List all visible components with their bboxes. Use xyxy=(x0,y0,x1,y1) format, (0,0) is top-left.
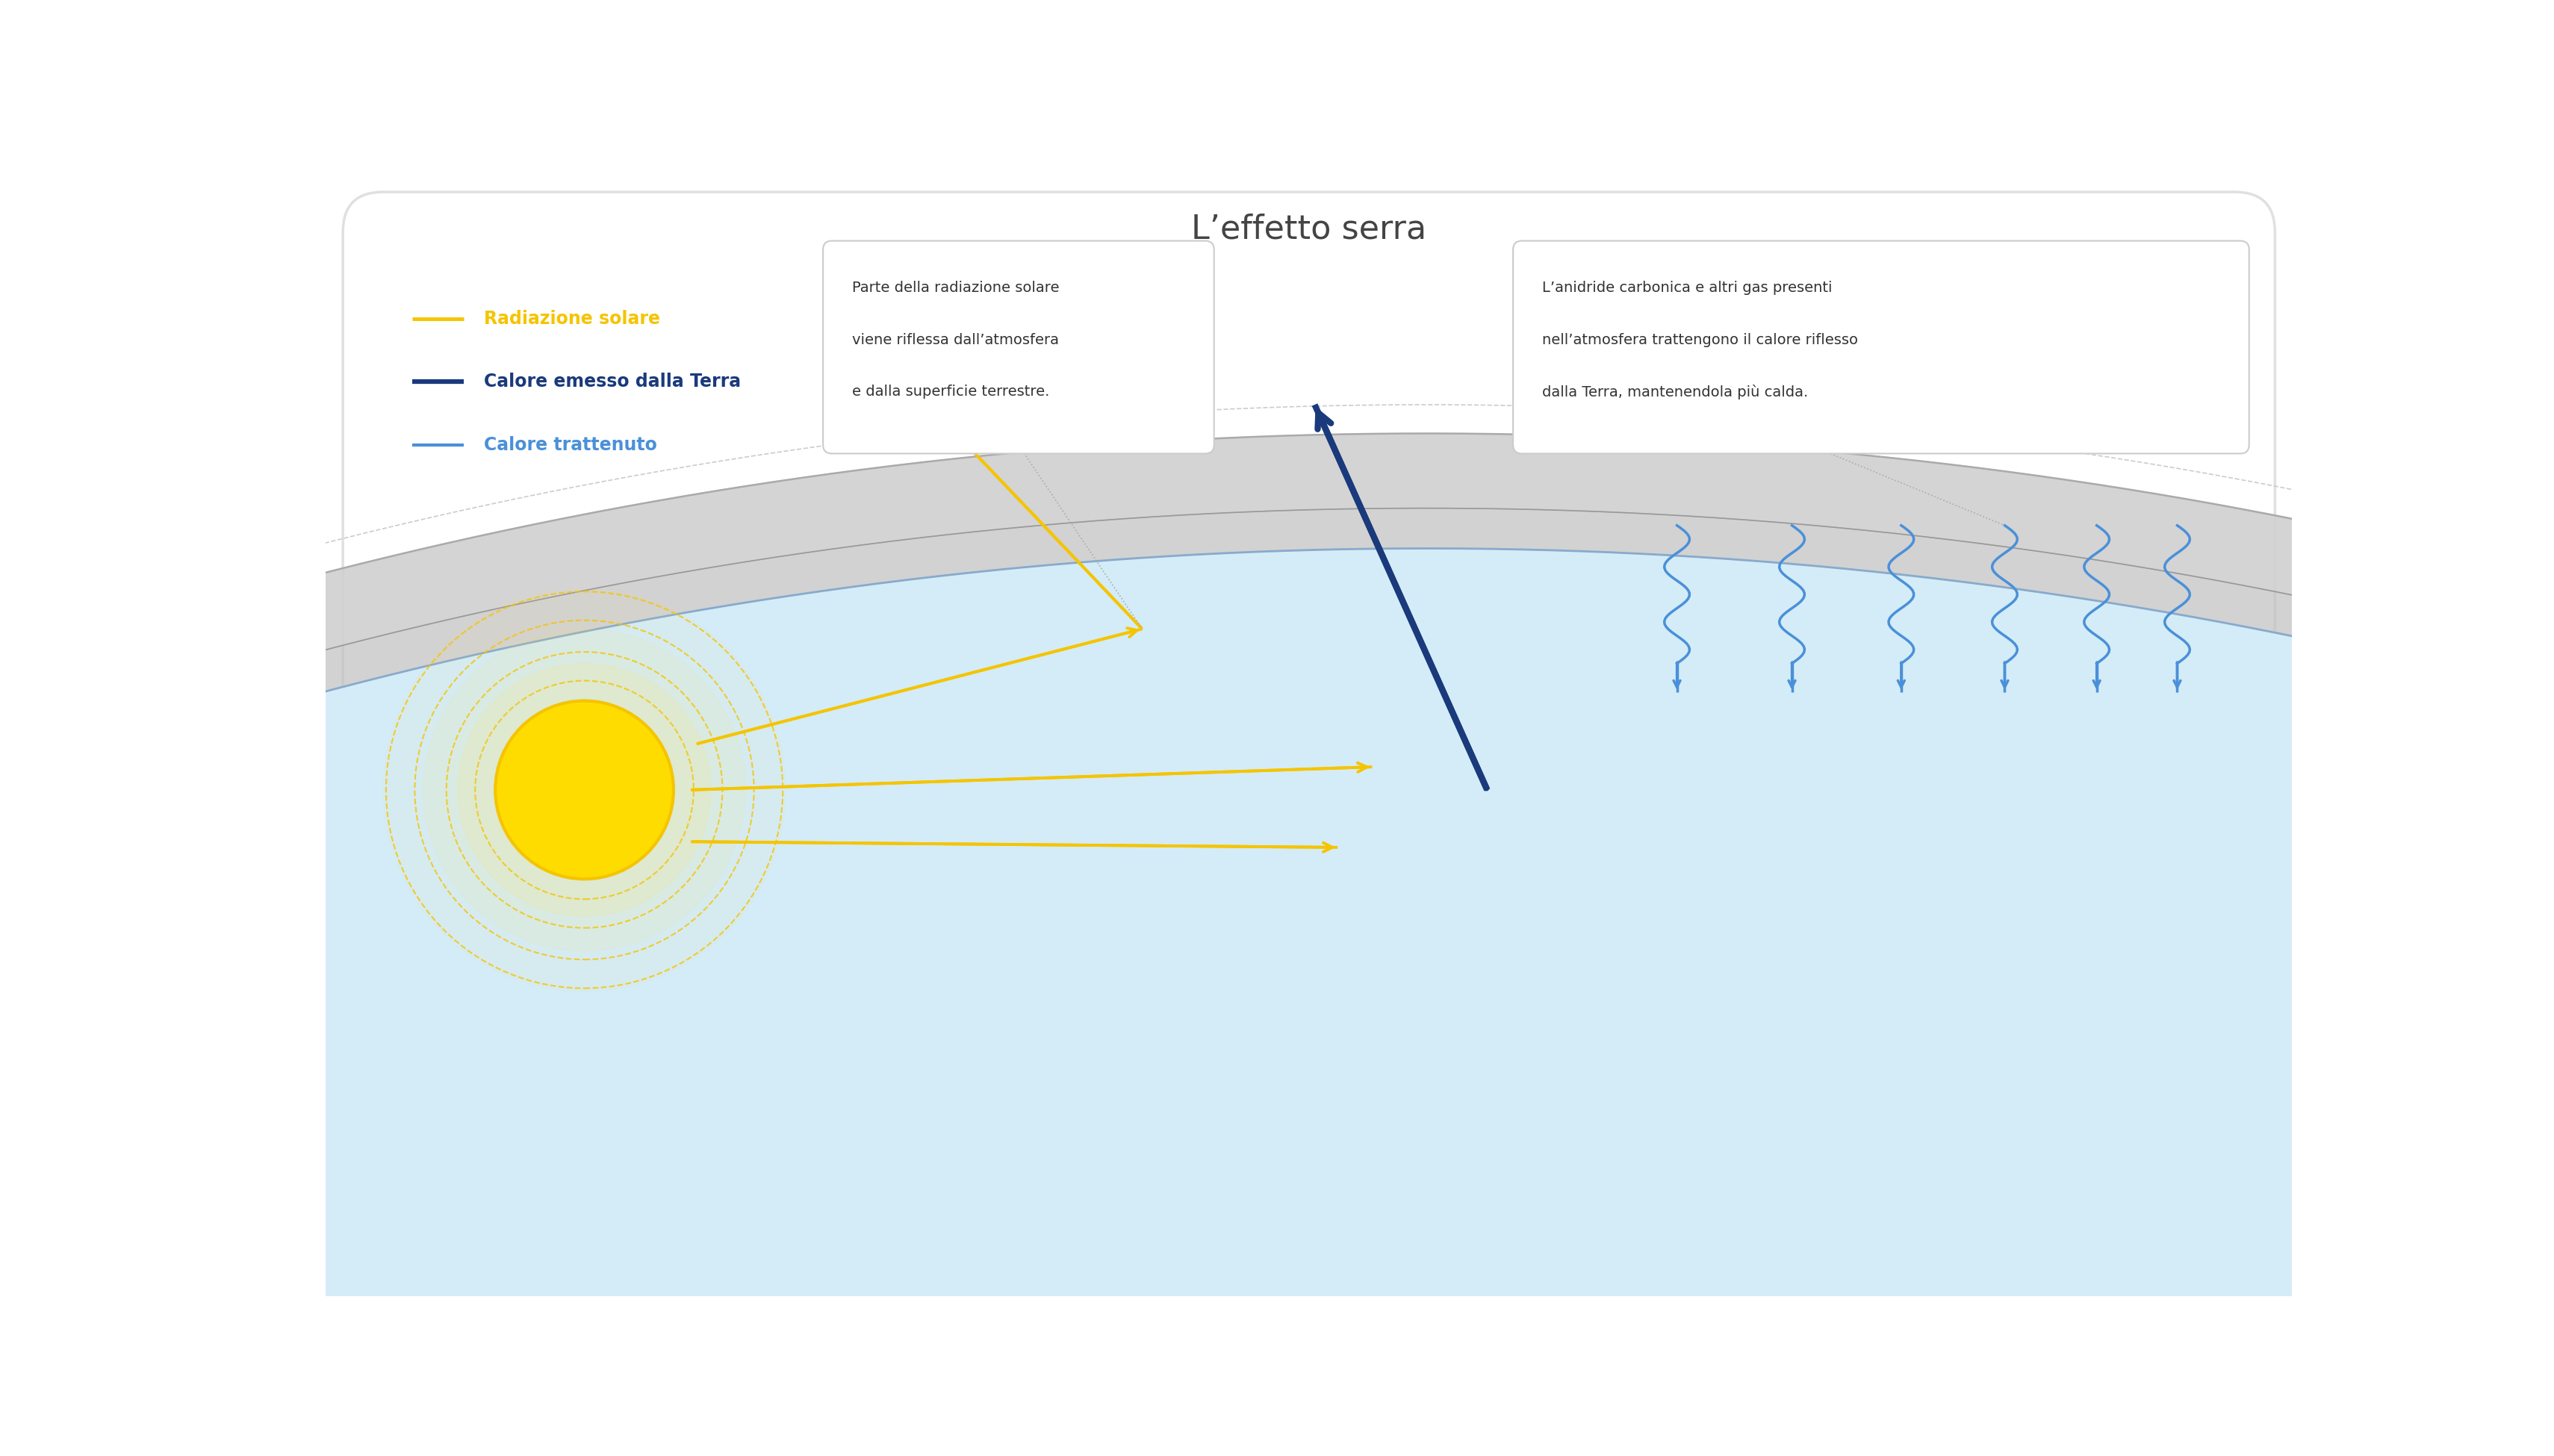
Text: Calore emesso dalla Terra: Calore emesso dalla Terra xyxy=(483,373,741,390)
Text: dalla Terra, mantenendola più calda.: dalla Terra, mantenendola più calda. xyxy=(1543,384,1808,399)
Polygon shape xyxy=(0,434,2554,1456)
Text: L’anidride carbonica e altri gas presenti: L’anidride carbonica e altri gas present… xyxy=(1543,281,1831,296)
Circle shape xyxy=(383,588,787,992)
FancyBboxPatch shape xyxy=(1512,240,2250,454)
Text: e dalla superficie terrestre.: e dalla superficie terrestre. xyxy=(853,384,1050,399)
Circle shape xyxy=(424,629,746,951)
Circle shape xyxy=(457,664,710,916)
Text: Parte della radiazione solare: Parte della radiazione solare xyxy=(853,281,1060,296)
Text: viene riflessa dall’atmosfera: viene riflessa dall’atmosfera xyxy=(853,333,1060,347)
Polygon shape xyxy=(0,549,2554,1456)
Polygon shape xyxy=(0,508,2554,1456)
FancyBboxPatch shape xyxy=(342,192,2276,1278)
Text: Calore trattenuto: Calore trattenuto xyxy=(483,435,656,454)
Text: L’effetto serra: L’effetto serra xyxy=(1190,213,1428,246)
Circle shape xyxy=(495,700,674,879)
Text: Radiazione solare: Radiazione solare xyxy=(483,310,659,328)
FancyBboxPatch shape xyxy=(822,240,1213,454)
Text: nell’atmosfera trattengono il calore riflesso: nell’atmosfera trattengono il calore rif… xyxy=(1543,333,1857,347)
